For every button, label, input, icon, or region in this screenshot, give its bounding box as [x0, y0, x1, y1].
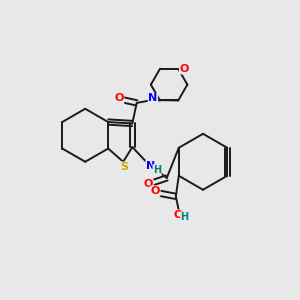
Text: O: O — [179, 64, 189, 74]
Text: N: N — [148, 94, 158, 103]
Text: S: S — [121, 162, 129, 172]
Text: O: O — [143, 179, 153, 189]
Text: O: O — [114, 94, 124, 103]
Text: O: O — [151, 186, 160, 196]
Text: H: H — [181, 212, 189, 222]
Text: N: N — [146, 160, 155, 171]
Text: O: O — [173, 210, 183, 220]
Text: H: H — [153, 165, 161, 175]
